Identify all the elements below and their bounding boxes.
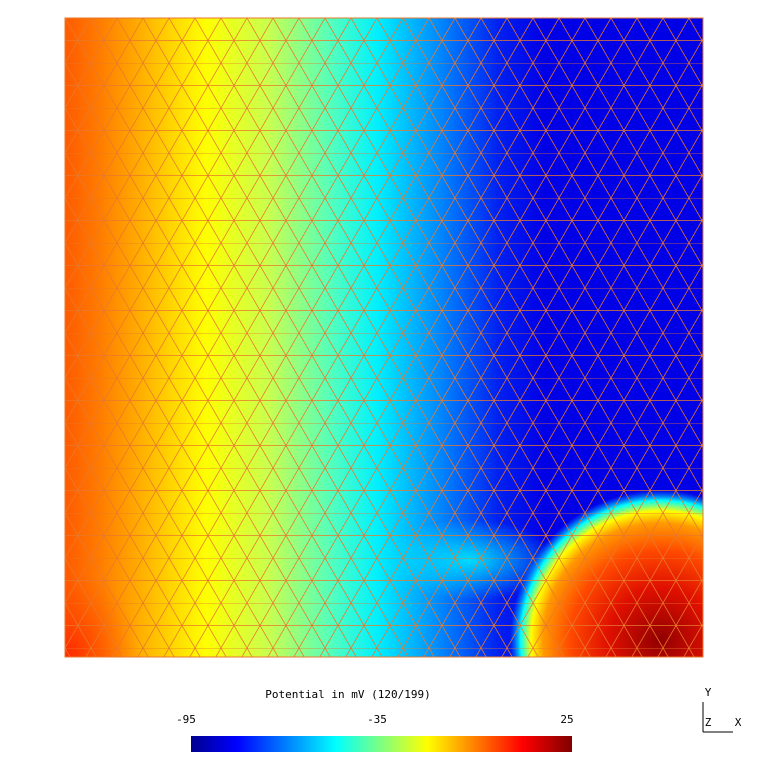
colorbar-mid: -35 xyxy=(367,713,387,726)
potential-field xyxy=(65,18,703,657)
z-axis-label: Z xyxy=(705,716,712,729)
y-axis-label: Y xyxy=(705,686,712,699)
colorbar-min: -95 xyxy=(176,713,196,726)
axis-triad: Y Z X xyxy=(702,686,742,733)
colorbar-max: 25 xyxy=(560,713,573,726)
colorbar-title: Potential in mV (120/199) xyxy=(265,688,431,701)
plot-border xyxy=(64,17,704,658)
x-axis-label: X xyxy=(735,716,742,729)
colorbar xyxy=(191,736,572,752)
